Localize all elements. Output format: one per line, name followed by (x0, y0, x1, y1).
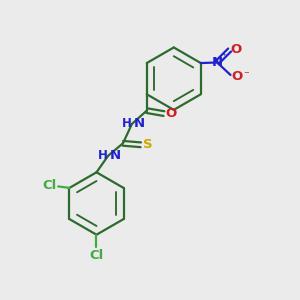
Text: N: N (212, 56, 223, 69)
Text: H: H (122, 117, 132, 130)
Text: O: O (165, 107, 176, 120)
Text: Cl: Cl (42, 179, 56, 192)
Text: $^+$: $^+$ (220, 51, 228, 60)
Text: H: H (98, 149, 108, 162)
Text: N: N (110, 149, 121, 162)
Text: O: O (230, 43, 242, 56)
Text: $^-$: $^-$ (242, 70, 250, 80)
Text: O: O (231, 70, 243, 83)
Text: Cl: Cl (89, 249, 103, 262)
Text: N: N (134, 118, 145, 130)
Text: S: S (142, 138, 152, 151)
